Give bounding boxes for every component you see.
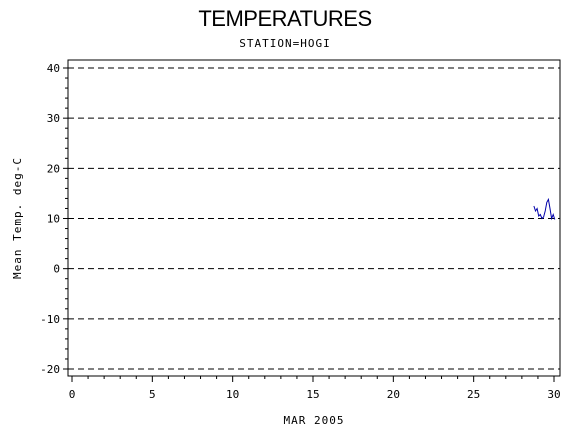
y-tick-label: -20: [40, 363, 60, 376]
y-tick-label: 20: [47, 162, 60, 175]
y-axis-label: Mean Temp. deg-C: [11, 157, 24, 279]
y-tick-label: 10: [47, 213, 60, 226]
x-tick-label: 5: [149, 388, 156, 401]
chart-title: TEMPERATURES: [198, 6, 372, 31]
x-tick-label: 30: [547, 388, 560, 401]
x-tick-label: 25: [467, 388, 480, 401]
series-line: [533, 197, 556, 221]
y-tick-label: 40: [47, 62, 60, 75]
x-axis-label: MAR 2005: [284, 414, 345, 427]
x-tick-label: 0: [69, 388, 76, 401]
x-tick-label: 15: [306, 388, 319, 401]
x-tick-label: 20: [387, 388, 400, 401]
ticks: -20 -10 0 10 20 30 40 0 5 10 15 20 25 30: [40, 62, 561, 401]
chart-subtitle: STATION=HOGI: [239, 37, 331, 50]
series-group: [533, 197, 556, 221]
x-tick-label: 10: [226, 388, 239, 401]
y-tick-label: 0: [53, 263, 60, 276]
grid-lines: [68, 67, 560, 370]
y-tick-label: -10: [40, 313, 60, 326]
y-tick-label: 30: [47, 112, 60, 125]
